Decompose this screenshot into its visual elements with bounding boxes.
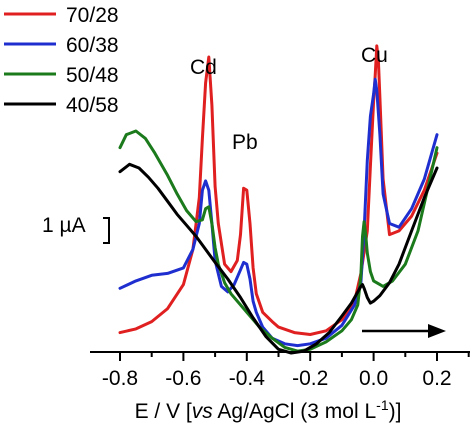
- x-axis-title-sup: -1: [376, 397, 389, 413]
- x-tick-label: -0.4: [229, 367, 266, 390]
- x-tick-label: -0.6: [165, 367, 201, 390]
- scale-bar-bracket: [103, 217, 110, 244]
- scale-bar: 1 µA: [42, 214, 110, 244]
- x-tick-label: 0.0: [359, 367, 388, 390]
- x-axis-title-middle: Ag/AgCl (3 mol L: [213, 400, 376, 423]
- scan-direction-arrow: [362, 324, 446, 338]
- x-ticks: -0.8 -0.6 -0.4 -0.2 0.0 0.2: [102, 352, 470, 390]
- x-axis-title-suffix: )]: [389, 400, 402, 423]
- series-line-60-38: [118, 77, 439, 348]
- x-axis-title-prefix: E / V [: [135, 400, 192, 423]
- legend-label-70-28: 70/28: [66, 4, 119, 27]
- x-axis-title: E / V [vs Ag/AgCl (3 mol L-1)]: [135, 397, 402, 423]
- legend-label-40-58: 40/58: [66, 94, 119, 117]
- x-tick-label: -0.8: [102, 367, 138, 390]
- curves-group: [118, 44, 439, 355]
- x-tick-label: -0.2: [292, 367, 328, 390]
- x-axis: -0.8 -0.6 -0.4 -0.2 0.0 0.2: [90, 351, 470, 390]
- peak-label-pb: Pb: [232, 131, 258, 154]
- x-tick-label: 0.2: [422, 367, 451, 390]
- legend-label-60-38: 60/38: [66, 34, 119, 57]
- legend: 70/28 60/38 50/48 40/58: [4, 4, 119, 117]
- series-line-50-48: [118, 129, 439, 353]
- peak-label-cd: Cd: [190, 56, 217, 79]
- scale-bar-label: 1 µA: [42, 214, 86, 237]
- peak-label-cu: Cu: [361, 44, 388, 67]
- peak-labels: Cd Pb Cu: [190, 44, 388, 154]
- series-line-40-58: [118, 162, 439, 355]
- series-line-70-28: [118, 44, 439, 336]
- x-axis-title-vs: vs: [192, 400, 214, 423]
- legend-label-50-48: 50/48: [66, 64, 119, 87]
